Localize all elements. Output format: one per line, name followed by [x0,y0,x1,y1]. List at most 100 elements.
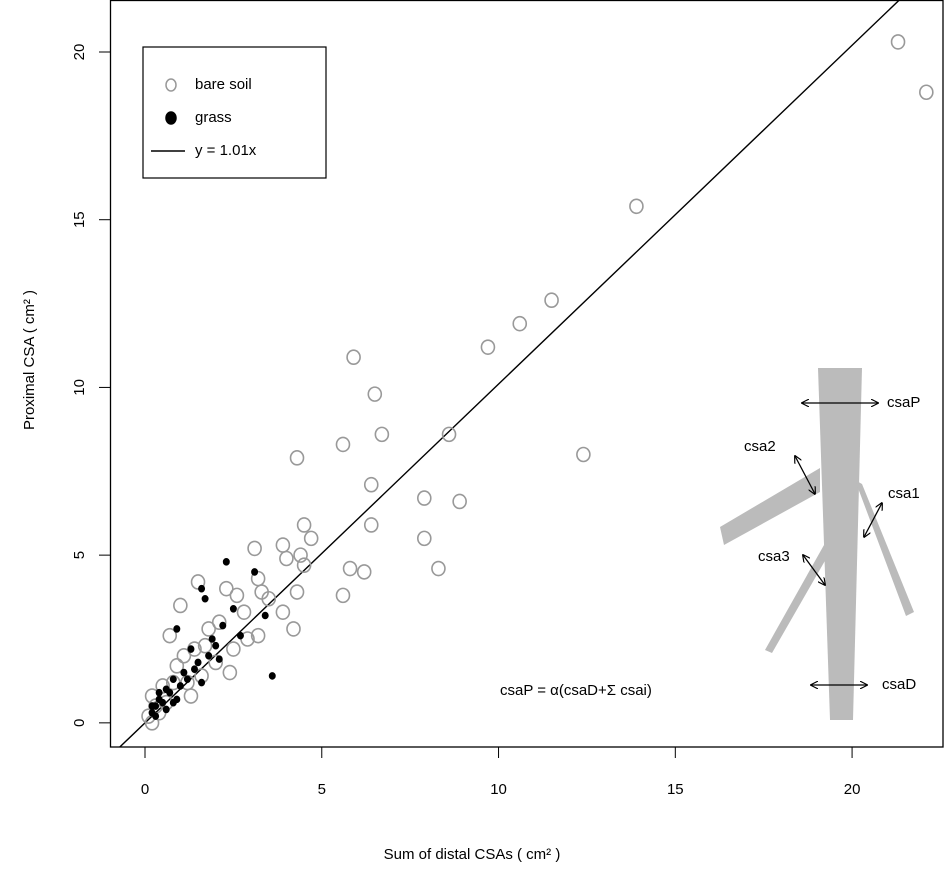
point [356,564,372,580]
arrow [864,503,882,537]
point [293,547,308,563]
arrow [803,555,825,585]
point [215,655,223,663]
point [346,349,361,366]
point [155,678,170,694]
point [335,587,351,604]
y-tick-label: 10 [71,379,88,396]
inset-label: csaP [887,394,920,411]
point [159,698,167,707]
point [169,658,185,674]
inset-label: csa1 [888,485,920,502]
point [236,604,252,620]
point [222,558,230,566]
point [212,641,220,650]
point [219,580,234,597]
point [247,540,262,557]
point [176,682,184,690]
inset-label: csa2 [744,438,776,455]
point [205,651,213,660]
point [374,426,390,443]
point [452,493,467,510]
point [890,34,906,50]
point [441,426,457,443]
point [629,198,644,215]
point [261,590,277,607]
point [576,446,591,463]
arrow [795,456,815,494]
point [198,584,206,593]
point [169,698,177,707]
x-axis-title: Sum of distal CSAs ( cm² ) [384,846,561,863]
point [183,675,191,684]
y-axis-title: Proximal CSA ( cm² ) [21,290,38,430]
x-tick-label: 15 [667,781,684,798]
point [208,654,224,671]
plot-area [118,0,934,747]
point [173,625,181,633]
y-tick-label: 0 [71,719,88,727]
x-tick-label: 10 [490,781,507,798]
point [919,84,934,101]
point [187,645,195,653]
point [342,560,358,577]
point [416,530,432,547]
y-tick-label: 5 [71,551,88,559]
point [268,672,276,680]
point [169,675,177,684]
point [275,604,291,620]
point [226,641,241,657]
point [335,436,351,453]
point [222,664,238,681]
trunk [818,368,862,720]
point [480,339,496,355]
point [162,705,170,714]
point [166,688,174,697]
x-tick-label: 0 [141,781,149,798]
inset-label: csaD [882,676,916,693]
legend-label: bare soil [195,76,252,93]
point [289,450,305,466]
point [236,631,244,640]
point [363,476,379,493]
point [198,678,206,687]
point [197,637,213,654]
point [544,292,559,309]
point [261,611,269,620]
point [173,597,188,614]
point [180,668,188,677]
point [512,315,528,332]
point [229,605,237,613]
x-tick-label: 20 [844,781,861,798]
point [148,702,156,710]
point [211,614,227,631]
legend-marker [165,78,177,92]
point [275,537,291,553]
point [190,574,206,590]
point [152,712,160,720]
point [162,627,178,644]
legend-label: y = 1.01x [195,142,257,159]
point [367,386,383,402]
point [303,530,319,547]
branch-diagram: csaP csa2 csa1 csa3 csaD [720,368,920,720]
point [289,584,305,600]
point [155,688,163,697]
point [208,635,216,643]
point [296,557,312,573]
point [296,517,312,533]
y-tick-label: 20 [71,44,88,61]
branch [720,468,820,545]
point [190,665,198,673]
point [176,647,192,664]
plot-frame [109,0,944,748]
point [251,568,259,576]
legend-label: grass [195,109,232,126]
point [416,490,432,506]
point [250,627,266,644]
point [363,517,379,533]
x-tick-label: 5 [318,781,326,798]
point [286,621,301,637]
point [431,560,446,577]
